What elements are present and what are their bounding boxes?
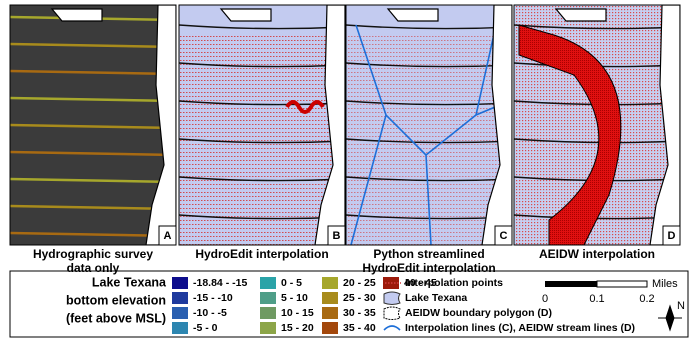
class-swatch	[172, 292, 188, 304]
class-swatch	[172, 277, 188, 289]
map-content	[10, 5, 176, 245]
class-swatch	[172, 322, 188, 334]
class-swatch	[260, 292, 276, 304]
class-swatch	[322, 307, 338, 319]
class-swatch	[260, 322, 276, 334]
class-swatch	[322, 277, 338, 289]
legend-title: (feet above MSL)	[66, 311, 166, 325]
scale-label: 0.2	[639, 293, 654, 305]
class-label: -15 - -10	[193, 292, 233, 304]
scale-label: 0.1	[589, 293, 604, 305]
legend: Lake Texana bottom elevation (feet above M…	[66, 275, 685, 334]
class-swatch	[322, 322, 338, 334]
panel-caption: data only	[67, 261, 120, 275]
symbol-label: AEIDW boundary polygon (D)	[405, 307, 552, 319]
panel-caption: Hydrographic survey	[33, 247, 153, 261]
figure: A B C D Hydrographic surveydata only HydroEd…	[0, 0, 690, 339]
class-label: 5 - 10	[281, 292, 308, 304]
panel-caption: HydroEdit interpolation	[195, 247, 328, 261]
symbol-label: Lake Texana	[405, 292, 467, 304]
class-label: 30 - 35	[343, 307, 376, 319]
panel-letter: D	[668, 230, 676, 242]
scale-label: 0	[542, 293, 548, 305]
scale-white	[597, 281, 647, 287]
panel-caption: HydroEdit interpolation	[362, 261, 495, 275]
class-label: 35 - 40	[343, 322, 376, 334]
class-label: 15 - 20	[281, 322, 314, 334]
north-label: N	[677, 300, 685, 312]
scale-black	[545, 281, 597, 287]
class-swatch	[172, 307, 188, 319]
map-panel: A	[10, 5, 176, 245]
class-swatch	[260, 307, 276, 319]
class-swatch	[322, 292, 338, 304]
legend-title: Lake Texana	[92, 275, 167, 289]
map-content	[514, 5, 680, 245]
symbol-label: Interpolation points	[405, 277, 503, 289]
map-panel: C	[346, 5, 512, 245]
map-content	[179, 5, 345, 245]
panel-letter: B	[333, 230, 341, 242]
class-swatch	[260, 277, 276, 289]
symbol-lake	[384, 292, 400, 305]
panel-caption: AEIDW interpolation	[539, 247, 655, 261]
symbol-label: Interpolation lines (C), AEIDW stream li…	[405, 322, 635, 334]
legend-title: bottom elevation	[66, 293, 166, 307]
panel-caption: Python streamlined	[373, 247, 484, 261]
symbol-polygon	[384, 307, 400, 320]
class-label: 25 - 30	[343, 292, 376, 304]
map-panel: B	[179, 5, 345, 245]
class-label: -5 - 0	[193, 322, 218, 334]
class-label: 10 - 15	[281, 307, 314, 319]
map-panel: D	[514, 5, 680, 245]
class-label: -10 - -5	[193, 307, 227, 319]
class-label: 0 - 5	[281, 277, 302, 289]
map-panels: A B C D	[10, 5, 680, 245]
symbol-line	[384, 326, 400, 330]
class-label: 20 - 25	[343, 277, 376, 289]
panel-letter: C	[500, 230, 508, 242]
scale-unit: Miles	[652, 278, 678, 290]
panel-letter: A	[164, 230, 172, 242]
class-label: -18.84 - -15	[193, 277, 247, 289]
map-content	[346, 5, 512, 245]
